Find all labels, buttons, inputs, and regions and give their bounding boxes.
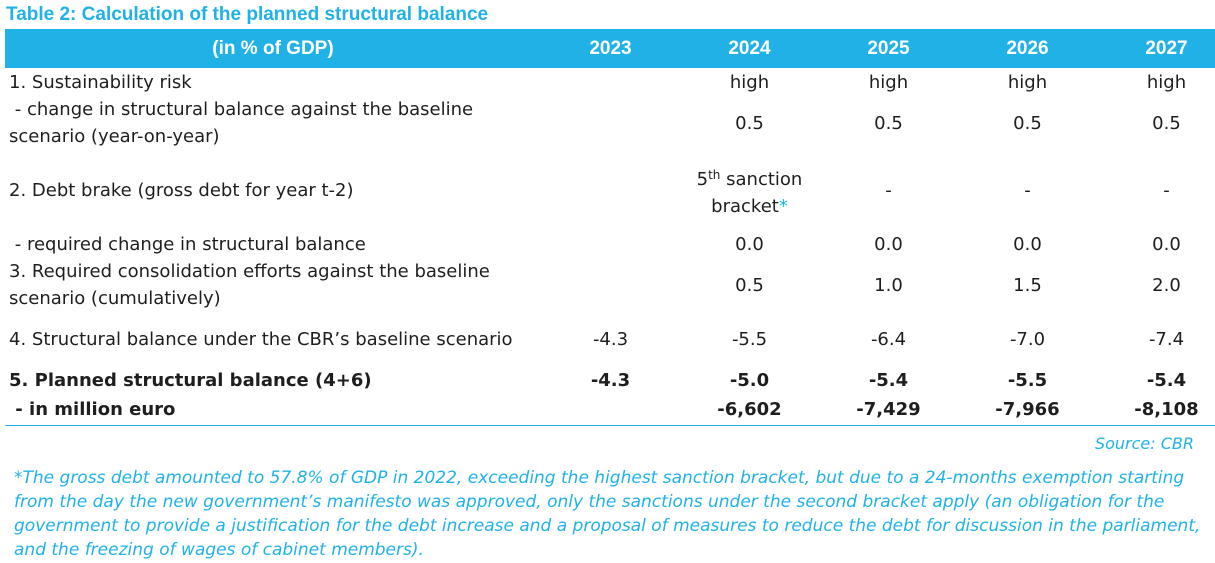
cell-value: 0.5	[874, 112, 903, 134]
cell-value: -5.4	[1146, 370, 1187, 391]
cell-value: 0.5	[1013, 112, 1042, 134]
header-year: 2024	[728, 37, 771, 59]
table-row: - change in structural balance against t…	[5, 96, 1215, 150]
cell-value	[541, 258, 680, 312]
row-label: - required change in structural balance	[9, 234, 366, 255]
footnote: *The gross debt amounted to 57.8% of GDP…	[14, 468, 1201, 560]
table-row: 2. Debt brake (gross debt for year t-2) …	[5, 150, 1215, 231]
row-label: - change in structural balance against t…	[9, 99, 479, 147]
cell-value: -7.4	[1148, 328, 1185, 350]
table-row: - required change in structural balance …	[5, 231, 1215, 258]
header-year: 2027	[1145, 37, 1188, 59]
cell-value: -6.4	[870, 328, 907, 350]
cell-value: -6,602	[680, 395, 819, 426]
cell-value: -7.0	[1009, 328, 1046, 350]
cell-value: -8,108	[1097, 395, 1215, 426]
cell-value: 0.0	[1152, 234, 1181, 255]
row-label: 4. Structural balance under the CBR’s ba…	[9, 328, 513, 350]
table-row: - in million euro -6,602 -7,429 -7,966 -…	[5, 395, 1215, 426]
cell-value: 0.5	[1152, 112, 1181, 134]
bracket-number: 5	[696, 168, 709, 190]
cell-value: -	[1163, 180, 1170, 201]
cell-value: -4.3	[590, 370, 631, 391]
cell-value: 0.0	[735, 234, 764, 255]
bracket-text: sanction bracket	[711, 168, 803, 217]
cell-value: 0.0	[874, 234, 903, 255]
footnote-marker: *	[778, 195, 788, 217]
cell-value: -4.3	[592, 328, 629, 350]
table-row: 4. Structural balance under the CBR’s ba…	[5, 312, 1215, 366]
header-year: 2023	[589, 37, 632, 59]
row-label: 5. Planned structural balance (4+6)	[9, 370, 372, 391]
cell-value	[541, 231, 680, 258]
cell-value: 0.0	[1013, 234, 1042, 255]
cell-value: 1.0	[874, 274, 903, 296]
row-label: 3. Required consolidation efforts agains…	[9, 261, 490, 309]
cell-value: -5.5	[731, 328, 768, 350]
table-row: 1. Sustainability risk high high high hi…	[5, 68, 1215, 96]
cell-value: 0.5	[735, 274, 764, 296]
cell-value	[541, 395, 680, 426]
row-label: - in million euro	[5, 395, 541, 426]
cell-value: high	[1146, 71, 1187, 93]
cell-value: -5.4	[868, 370, 909, 391]
header-year: 2026	[1006, 37, 1049, 59]
cell-value: high	[868, 71, 909, 93]
cell-value	[541, 68, 680, 96]
cell-value: 2.0	[1152, 274, 1181, 296]
cell-value: -5.0	[729, 370, 770, 391]
cell-value: -	[885, 180, 892, 201]
row-label: 1. Sustainability risk	[9, 71, 192, 93]
cell-value: 1.5	[1013, 274, 1042, 296]
cell-value	[541, 150, 680, 231]
source-note: Source: CBR	[1094, 434, 1194, 453]
table-header-row: (in % of GDP) 2023 2024 2025 2026 2027	[5, 29, 1215, 68]
cell-value: -7,429	[819, 395, 958, 426]
table-row: 5. Planned structural balance (4+6) -4.3…	[5, 366, 1215, 395]
cell-value: 0.5	[735, 112, 764, 134]
cell-value: -7,966	[958, 395, 1097, 426]
cell-value: -5.5	[1007, 370, 1048, 391]
cell-value: -	[1024, 180, 1031, 201]
table-title: Table 2: Calculation of the planned stru…	[6, 4, 489, 25]
header-year: 2025	[867, 37, 910, 59]
table-row: 3. Required consolidation efforts agains…	[5, 258, 1215, 312]
ordinal-suffix: th	[708, 167, 721, 182]
cell-value: high	[1007, 71, 1048, 93]
debt-brake-cell: 5th sanction bracket*	[680, 150, 819, 231]
structural-balance-table: (in % of GDP) 2023 2024 2025 2026 2027 1…	[5, 29, 1215, 426]
cell-value: high	[729, 71, 770, 93]
cell-value	[541, 96, 680, 150]
row-label: 2. Debt brake (gross debt for year t-2)	[9, 180, 354, 201]
header-unit-label: (in % of GDP)	[212, 37, 334, 59]
